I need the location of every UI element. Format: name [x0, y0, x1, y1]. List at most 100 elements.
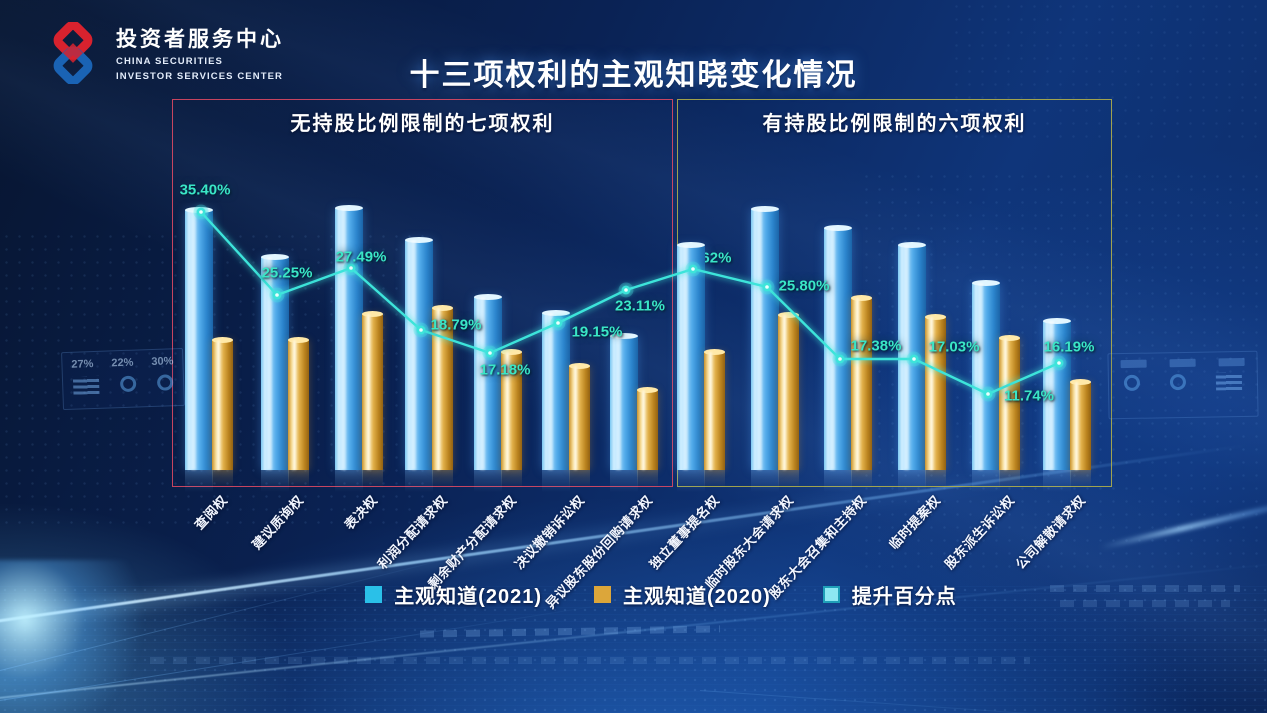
- bar-reflection: [824, 470, 852, 492]
- line-point: [269, 287, 285, 303]
- page-title: 十三项权利的主观知晓变化情况: [409, 59, 858, 92]
- bar-2020: [999, 335, 1020, 470]
- legend-label-delta: 提升百分点: [851, 586, 957, 608]
- line-point: [618, 282, 634, 298]
- bar-reflection: [999, 470, 1020, 488]
- legend-swatch-delta-icon: [822, 586, 840, 603]
- line-point: [413, 322, 429, 338]
- delta-value-label: 27.49%: [335, 248, 387, 266]
- bar-2020: [704, 349, 725, 470]
- line-point: [1051, 355, 1067, 371]
- section-title-no-limit: 无持股比例限制的七项权利: [290, 113, 555, 135]
- line-point: [343, 260, 359, 276]
- dot-grid-top-right: [950, 0, 1267, 140]
- bar-reflection: [677, 470, 705, 492]
- bar-2020: [212, 337, 233, 470]
- delta-value-label: 25.25%: [261, 264, 313, 282]
- hud-dash-row: [150, 657, 1030, 664]
- bar-reflection: [1070, 470, 1091, 488]
- bar-reflection: [212, 470, 233, 488]
- bar-2020: [362, 311, 383, 470]
- legend-label-2021: 主观知道(2021): [394, 586, 542, 608]
- section-title-with-limit: 有持股比例限制的六项权利: [762, 113, 1027, 135]
- bar-reflection: [704, 470, 725, 488]
- legend-label-2020: 主观知道(2020): [623, 586, 771, 608]
- bar-2021: [405, 237, 433, 470]
- bar-reflection: [432, 470, 453, 488]
- logo-name-cn: 投资者服务中心: [116, 28, 284, 51]
- bar-reflection: [474, 470, 502, 492]
- delta-value-label: 25.80%: [778, 277, 830, 295]
- legend-swatch-2020-icon: [594, 586, 611, 603]
- bar-2021: [610, 333, 638, 470]
- bar-2020: [1070, 379, 1091, 470]
- hud-dash-row: [1050, 585, 1240, 592]
- delta-value-label: 19.15%: [571, 323, 623, 341]
- delta-value-label: 11.74%: [1003, 387, 1055, 405]
- delta-value-label: 17.03%: [928, 338, 980, 356]
- bar-reflection: [778, 470, 799, 488]
- bar-2020: [851, 295, 872, 470]
- bar-2021: [972, 280, 1000, 470]
- line-point: [685, 261, 701, 277]
- logo-name-en1: CHINA SECURITIES: [116, 56, 223, 67]
- bar-reflection: [925, 470, 946, 488]
- line-point: [193, 204, 209, 220]
- bar-reflection: [637, 470, 658, 488]
- bar-reflection: [751, 470, 779, 492]
- bar-reflection: [261, 470, 289, 492]
- bar-2020: [569, 363, 590, 470]
- bar-reflection: [185, 470, 213, 492]
- bar-2021: [474, 294, 502, 470]
- line-point: [832, 351, 848, 367]
- bar-2020: [432, 305, 453, 470]
- dot-grid-bottom: [0, 585, 1267, 713]
- legend-item-2020: 主观知道(2020): [594, 580, 771, 609]
- delta-value-label: 17.38%: [850, 337, 902, 355]
- corner-flare: [0, 560, 200, 713]
- legend-item-delta: 提升百分点: [822, 580, 957, 609]
- line-point: [550, 315, 566, 331]
- bar-2021: [677, 242, 705, 470]
- delta-value-label: 16.19%: [1043, 338, 1095, 356]
- bar-reflection: [972, 470, 1000, 492]
- bar-2021: [751, 206, 779, 470]
- bar-reflection: [610, 470, 638, 492]
- logo: 投资者服务中心 CHINA SECURITIES INVESTOR SERVIC…: [42, 22, 284, 84]
- bar-2020: [925, 314, 946, 470]
- bar-reflection: [405, 470, 433, 492]
- line-point: [482, 345, 498, 361]
- line-point: [906, 351, 922, 367]
- bar-2020: [637, 387, 658, 470]
- bar-2020: [501, 349, 522, 470]
- bar-2021: [335, 205, 363, 470]
- bar-2020: [288, 337, 309, 470]
- line-point: [980, 386, 996, 402]
- bar-reflection: [335, 470, 363, 492]
- hud-dash-row: [1060, 600, 1230, 607]
- bar-reflection: [898, 470, 926, 492]
- bar-reflection: [288, 470, 309, 488]
- legend: 主观知道(2021) 主观知道(2020) 提升百分点: [55, 580, 1267, 609]
- logo-name-en2: INVESTOR SERVICES CENTER: [116, 71, 283, 82]
- bar-2021: [542, 310, 570, 470]
- section-box-no-limit: 无持股比例限制的七项权利: [172, 99, 673, 487]
- bar-reflection: [501, 470, 522, 488]
- delta-value-label: 18.79%: [430, 316, 482, 334]
- bar-reflection: [851, 470, 872, 488]
- bar-reflection: [1043, 470, 1071, 492]
- bar-2020: [778, 312, 799, 470]
- delta-value-label: 23.11%: [614, 297, 666, 315]
- delta-value-label: 35.40%: [179, 181, 231, 199]
- legend-item-2021: 主观知道(2021): [365, 580, 542, 609]
- bar-reflection: [542, 470, 570, 492]
- delta-value-label: 17.18%: [479, 361, 531, 379]
- bar-2021: [1043, 318, 1071, 470]
- bar-reflection: [569, 470, 590, 488]
- bar-reflection: [362, 470, 383, 488]
- legend-swatch-2021-icon: [365, 586, 383, 603]
- logo-mark-icon: [53, 22, 93, 84]
- line-point: [759, 279, 775, 295]
